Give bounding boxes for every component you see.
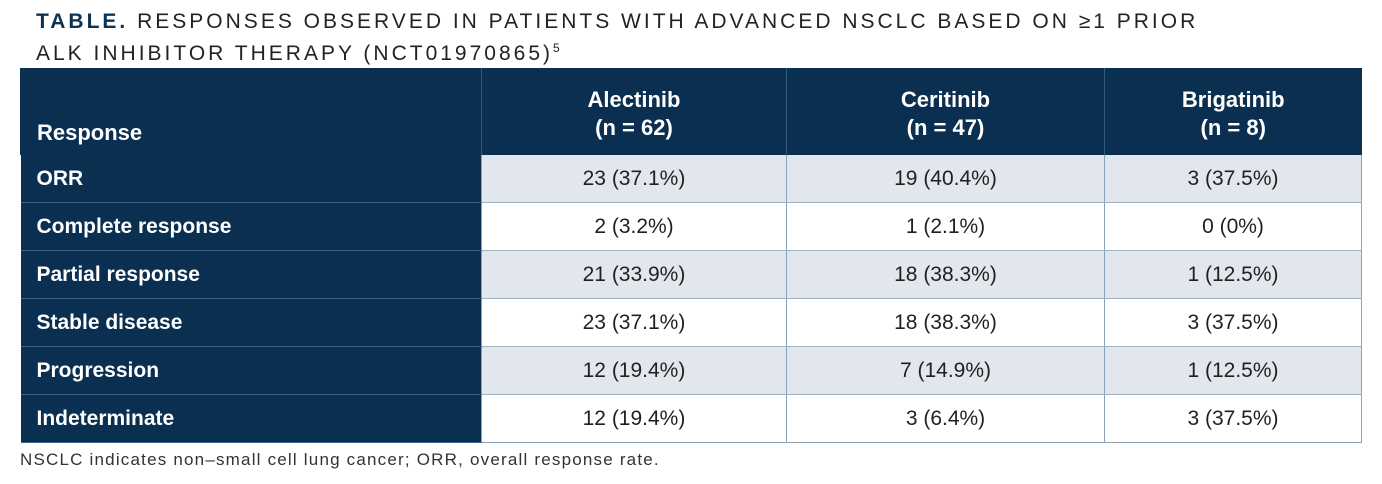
table-cell: 23 (37.1%)	[481, 298, 787, 347]
table-cell: 3 (37.5%)	[1104, 298, 1362, 347]
row-label: Indeterminate	[20, 394, 482, 443]
table-cell: 3 (37.5%)	[1104, 155, 1362, 203]
table-cell: 1 (2.1%)	[786, 202, 1105, 251]
table-cell: 1 (12.5%)	[1104, 346, 1362, 395]
table-row-complete-response: Complete response 2 (3.2%) 1 (2.1%) 0 (0…	[20, 202, 1362, 251]
table-row-progression: Progression 12 (19.4%) 7 (14.9%) 1 (12.5…	[20, 346, 1362, 395]
row-label: Partial response	[20, 250, 482, 299]
title-line-1: TABLE. RESPONSES OBSERVED IN PATIENTS WI…	[36, 8, 1356, 35]
table-row-orr: ORR 23 (37.1%) 19 (40.4%) 3 (37.5%)	[20, 155, 1362, 203]
row-label: Progression	[20, 346, 482, 395]
column-header-name: Ceritinib	[900, 86, 991, 112]
column-header-name: Brigatinib	[1181, 86, 1285, 112]
table-cell: 12 (19.4%)	[481, 346, 787, 395]
column-header-brigatinib: Brigatinib (n = 8)	[1104, 68, 1362, 155]
column-header-response: Response	[20, 68, 482, 155]
column-header-n: (n = 62)	[595, 114, 673, 140]
table-cell: 23 (37.1%)	[481, 155, 787, 203]
column-header-name: Alectinib	[587, 86, 681, 112]
responses-table: Response Alectinib (n = 62) Ceritinib (n…	[20, 68, 1362, 443]
column-header-ceritinib: Ceritinib (n = 47)	[786, 68, 1105, 155]
column-header-n: (n = 47)	[906, 114, 985, 140]
title-line-2: ALK INHIBITOR THERAPY (NCT01970865)5	[36, 35, 1356, 67]
table-row-partial-response: Partial response 21 (33.9%) 18 (38.3%) 1…	[20, 250, 1362, 299]
table-cell: 3 (37.5%)	[1104, 394, 1362, 443]
title-reference-superscript: 5	[553, 41, 561, 55]
table-cell: 18 (38.3%)	[786, 250, 1105, 299]
row-label: Complete response	[20, 202, 482, 251]
table-header-row: Response Alectinib (n = 62) Ceritinib (n…	[20, 68, 1362, 155]
table-cell: 0 (0%)	[1104, 202, 1362, 251]
title-label: TABLE.	[36, 10, 129, 33]
table-cell: 19 (40.4%)	[786, 155, 1105, 203]
table-row-indeterminate: Indeterminate 12 (19.4%) 3 (6.4%) 3 (37.…	[20, 394, 1362, 443]
table-title: TABLE. RESPONSES OBSERVED IN PATIENTS WI…	[36, 8, 1356, 67]
table-cell: 18 (38.3%)	[786, 298, 1105, 347]
column-header-alectinib: Alectinib (n = 62)	[481, 68, 787, 155]
table-cell: 21 (33.9%)	[481, 250, 787, 299]
table-row-stable-disease: Stable disease 23 (37.1%) 18 (38.3%) 3 (…	[20, 298, 1362, 347]
table-cell: 12 (19.4%)	[481, 394, 787, 443]
table-cell: 1 (12.5%)	[1104, 250, 1362, 299]
column-header-n: (n = 8)	[1200, 114, 1266, 140]
row-label: Stable disease	[20, 298, 482, 347]
table-footnote: NSCLC indicates non–small cell lung canc…	[20, 450, 660, 469]
row-label: ORR	[20, 155, 482, 203]
table-cell: 7 (14.9%)	[786, 346, 1105, 395]
title-text-line-2: ALK INHIBITOR THERAPY (NCT01970865)	[36, 42, 553, 65]
title-text-line-1: RESPONSES OBSERVED IN PATIENTS WITH ADVA…	[137, 10, 1199, 33]
table-cell: 2 (3.2%)	[481, 202, 787, 251]
responses-table-container: Response Alectinib (n = 62) Ceritinib (n…	[20, 68, 1362, 443]
table-cell: 3 (6.4%)	[786, 394, 1105, 443]
